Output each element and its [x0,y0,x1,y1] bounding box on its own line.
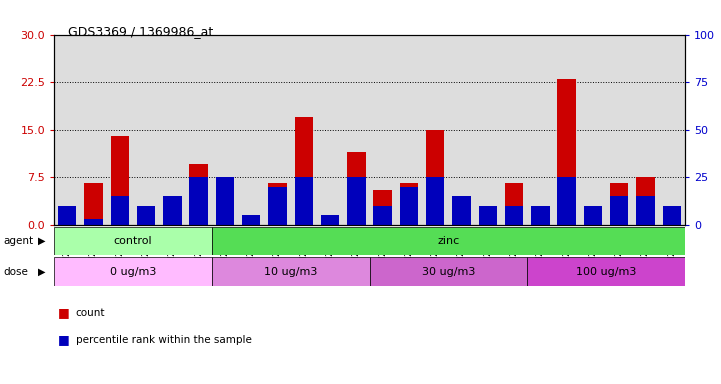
Bar [268,184,287,225]
Bar [321,215,340,225]
Bar [479,206,497,225]
Text: 30 ug/m3: 30 ug/m3 [422,266,475,277]
Bar [663,206,681,225]
Bar [584,212,602,225]
Bar [527,257,685,286]
Bar [110,196,129,225]
Bar [610,184,629,225]
Bar [54,227,212,255]
Bar [212,257,369,286]
Bar [452,206,471,225]
Bar [610,196,629,225]
Bar [190,164,208,225]
Text: dose: dose [4,266,29,277]
Text: control: control [114,236,152,246]
Bar [54,257,212,286]
Bar [58,218,76,225]
Bar [373,206,392,225]
Text: ▶: ▶ [37,236,45,246]
Bar [452,196,471,225]
Bar [321,222,340,225]
Bar [531,206,549,225]
Bar [637,177,655,225]
Bar [584,206,602,225]
Bar [295,177,313,225]
Text: ■: ■ [58,306,69,319]
Bar [163,196,182,225]
Text: 100 ug/m3: 100 ug/m3 [576,266,636,277]
Bar [557,177,576,225]
Bar [557,79,576,225]
Bar [399,187,418,225]
Text: 10 ug/m3: 10 ug/m3 [264,266,317,277]
Bar [110,136,129,225]
Bar [663,206,681,225]
Bar [505,184,523,225]
Bar [242,222,260,225]
Text: agent: agent [4,236,34,246]
Bar [58,206,76,225]
Bar [137,206,155,225]
Bar [348,177,366,225]
Bar [295,117,313,225]
Bar [242,215,260,225]
Bar [268,187,287,225]
Text: percentile rank within the sample: percentile rank within the sample [76,335,252,345]
Text: 0 ug/m3: 0 ug/m3 [110,266,156,277]
Text: GDS3369 / 1369986_at: GDS3369 / 1369986_at [68,25,213,38]
Bar [426,177,444,225]
Bar [348,152,366,225]
Bar [84,184,102,225]
Bar [212,227,685,255]
Bar [637,196,655,225]
Bar [479,206,497,225]
Text: zinc: zinc [437,236,459,246]
Bar [399,184,418,225]
Bar [373,190,392,225]
Bar [137,212,155,225]
Bar [84,219,102,225]
Text: ■: ■ [58,333,69,346]
Bar [163,209,182,225]
Bar [531,218,549,225]
Bar [369,257,527,286]
Text: count: count [76,308,105,318]
Bar [190,177,208,225]
Bar [216,177,234,225]
Bar [216,177,234,225]
Bar [505,206,523,225]
Bar [426,130,444,225]
Text: ▶: ▶ [37,266,45,277]
